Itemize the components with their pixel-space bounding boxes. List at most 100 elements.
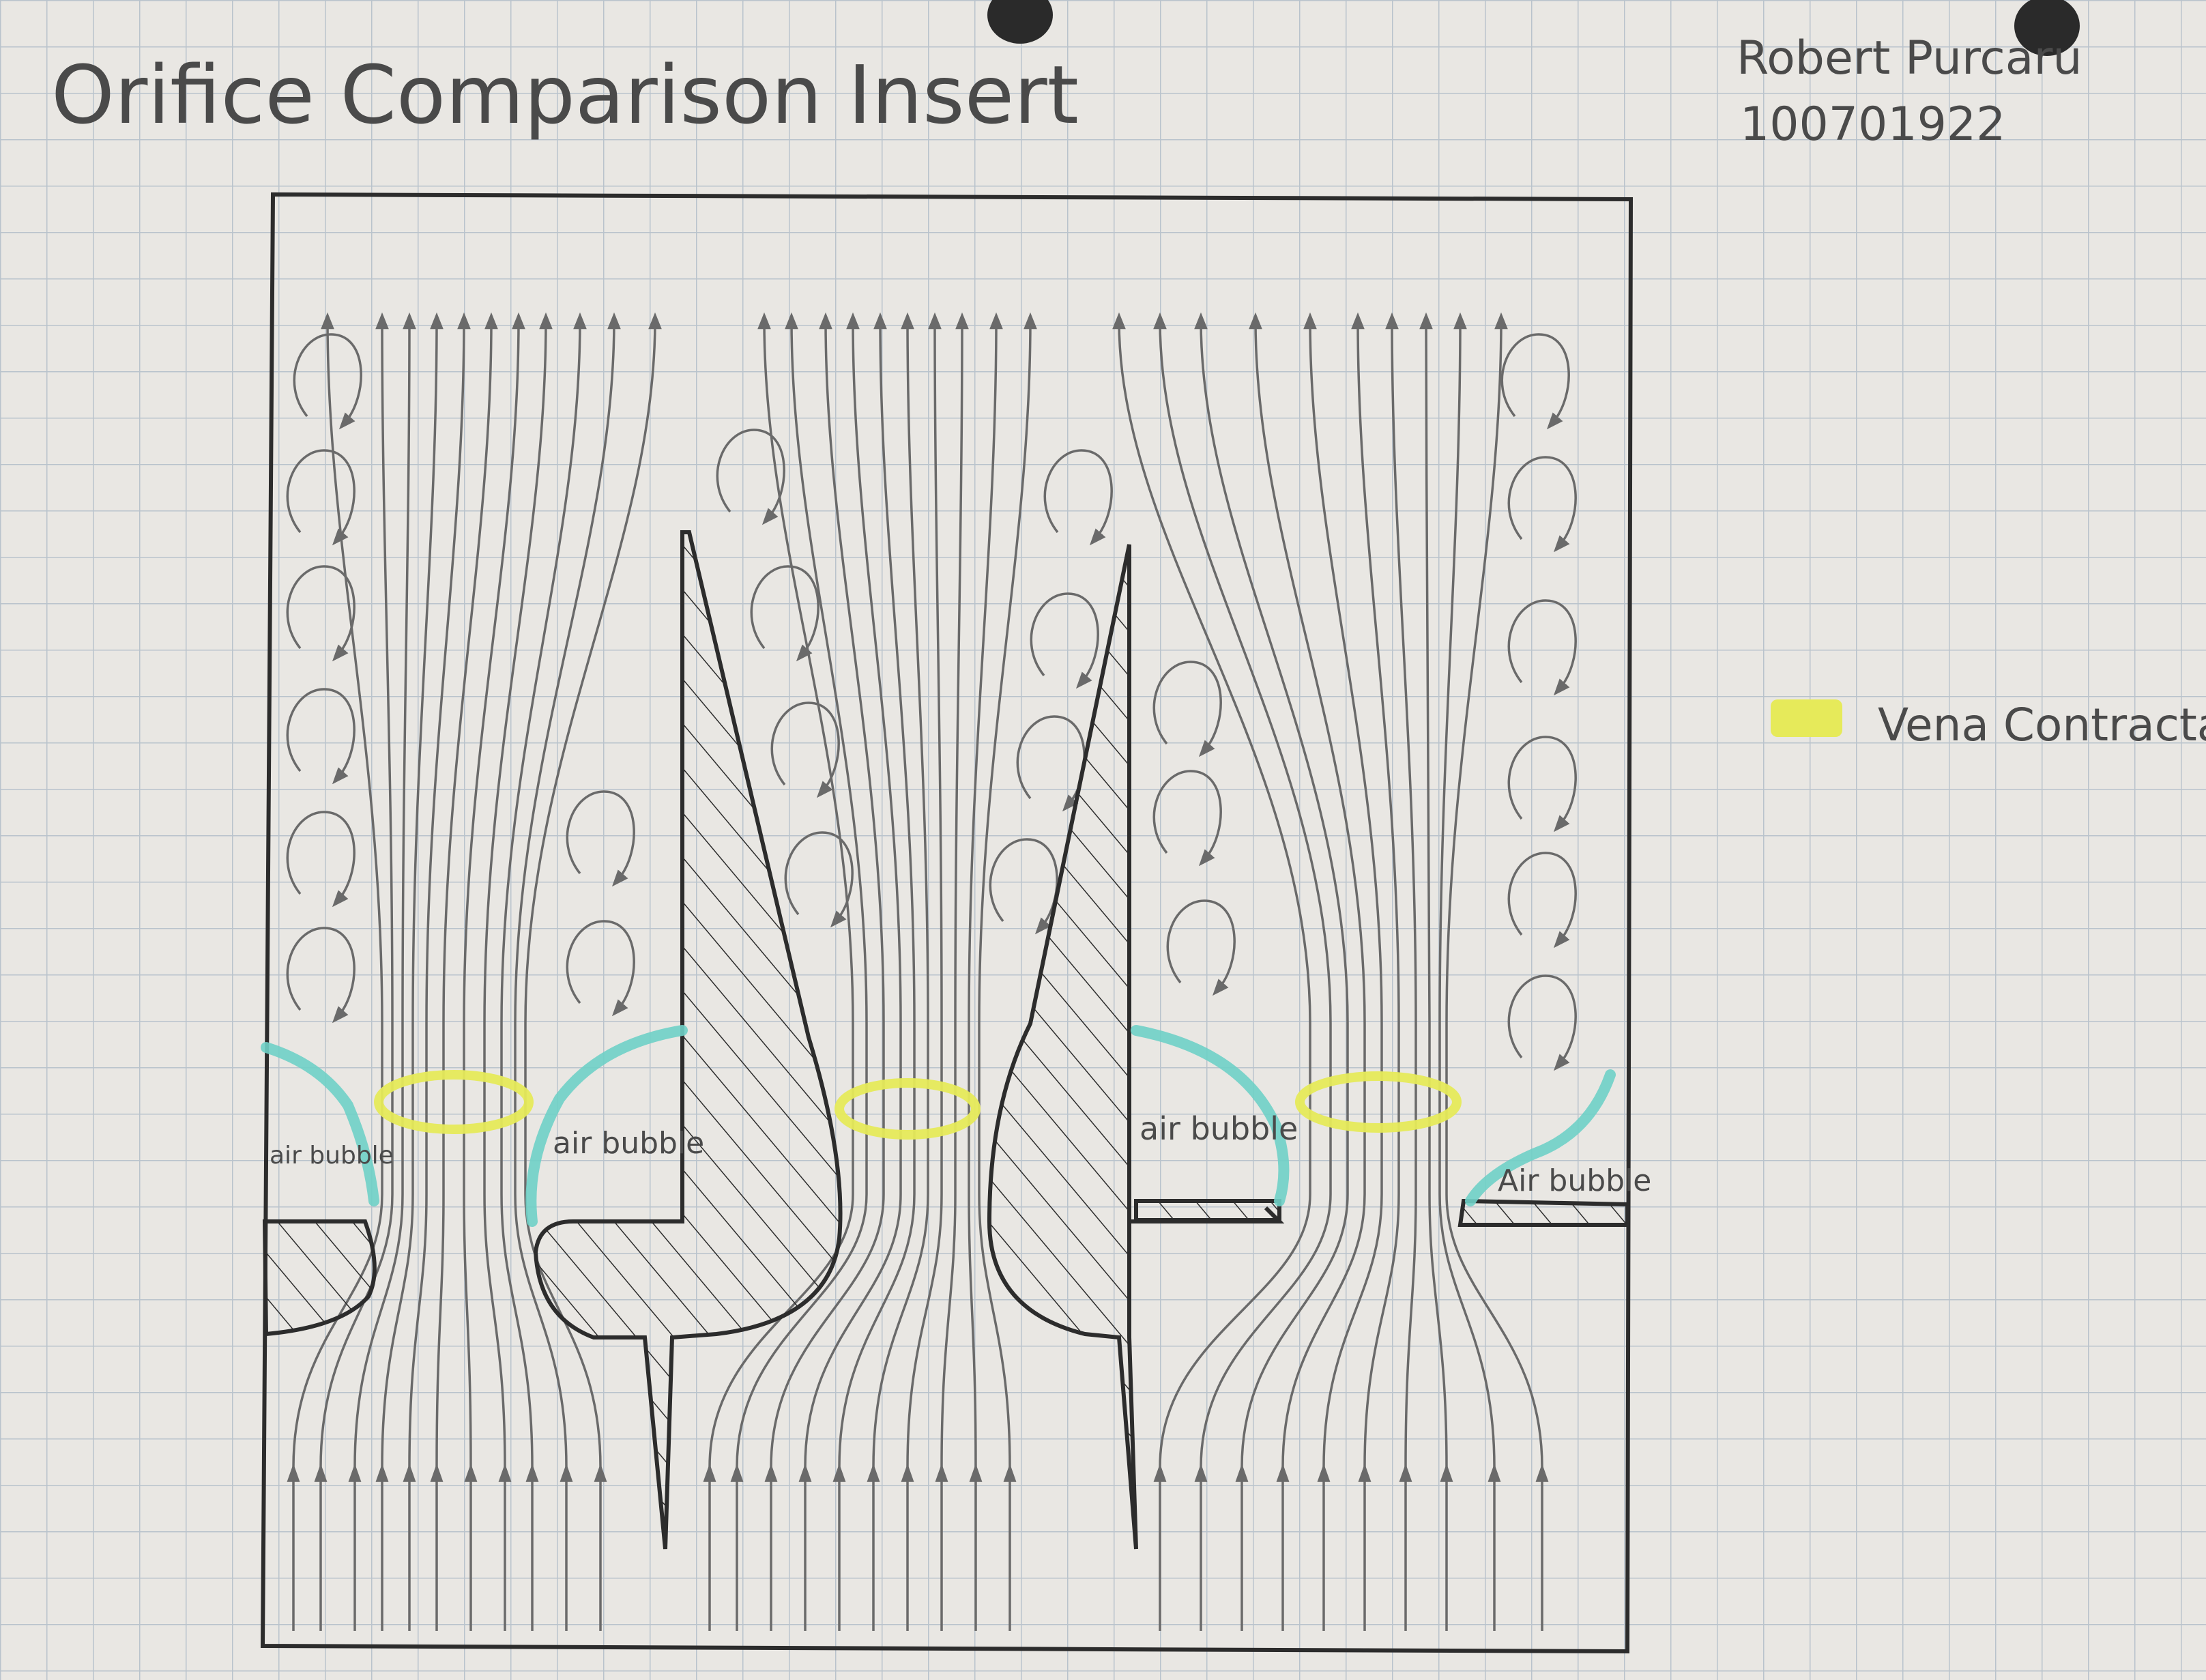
arrowhead-icon xyxy=(1399,1463,1412,1482)
streamline xyxy=(978,312,1037,1631)
arrowhead-icon xyxy=(703,1463,716,1482)
arrowhead-icon xyxy=(375,1463,389,1482)
air-bubble-region-3 xyxy=(1131,1025,1290,1206)
air-bubble-region-4 xyxy=(1465,1069,1616,1206)
eddy-arrow-icon xyxy=(286,688,355,785)
air-bubble-region-1 xyxy=(261,1042,379,1206)
channel-outline xyxy=(260,192,1634,1654)
eddy-arrow-icon xyxy=(566,920,635,1017)
streamline xyxy=(1438,312,1496,1631)
arrowhead-icon xyxy=(1440,1463,1453,1482)
streamline xyxy=(500,312,587,1631)
vena-contracta-ring-2 xyxy=(834,1078,981,1140)
streamline xyxy=(1385,312,1417,1631)
eddy-arrow-icon xyxy=(1152,770,1222,867)
eddy-arrow-icon xyxy=(1152,661,1222,757)
streamline xyxy=(736,312,868,1631)
streamline xyxy=(1445,312,1543,1631)
streamline xyxy=(463,312,525,1631)
eddy-arrow-icon xyxy=(286,449,355,546)
eddy-arrow-icon xyxy=(286,811,355,908)
arrowhead-icon xyxy=(498,1463,512,1482)
arrowhead-icon xyxy=(1235,1463,1249,1482)
eddy-arrow-icon xyxy=(1500,333,1570,430)
streamline xyxy=(708,312,854,1631)
air-bubbles xyxy=(261,1025,1616,1227)
arrowhead-icon xyxy=(464,1463,478,1482)
arrowhead-icon xyxy=(1358,1463,1372,1482)
air-bubble-label-2: air bubble xyxy=(553,1126,704,1161)
eddy-arrow-icon xyxy=(293,333,362,430)
arrowhead-icon xyxy=(1317,1463,1331,1482)
eddy-arrow-icon xyxy=(1166,899,1236,996)
tapered-insert-2 xyxy=(987,544,1285,1550)
streamline xyxy=(514,312,621,1631)
arrowhead-icon xyxy=(1194,1463,1208,1482)
streamline xyxy=(1249,312,1366,1631)
punch-hole-icon xyxy=(2014,0,2080,56)
vena-contracta-rings xyxy=(374,1070,1462,1140)
arrowhead-icon xyxy=(798,1463,812,1482)
streamline xyxy=(1351,312,1400,1631)
arrowhead-icon xyxy=(430,1463,444,1482)
streamline xyxy=(483,312,553,1631)
arrowhead-icon xyxy=(935,1463,948,1482)
legend: Vena Contracta xyxy=(1771,699,2206,751)
arrowhead-icon xyxy=(1003,1463,1017,1482)
arrowhead-icon xyxy=(764,1463,778,1482)
eddy-arrow-icon xyxy=(1030,592,1099,689)
streamlines xyxy=(287,312,1549,1631)
eddy-arrow-icon xyxy=(1507,456,1577,553)
air-bubble-region-2 xyxy=(525,1025,688,1227)
eddy-arrow-icon xyxy=(286,565,355,662)
arrowhead-icon xyxy=(1535,1463,1549,1482)
streamline xyxy=(1153,312,1332,1631)
arrowhead-icon xyxy=(287,1463,300,1482)
arrowhead-icon xyxy=(832,1463,846,1482)
eddy-arrow-icon xyxy=(566,790,635,887)
eddy-arrow-icon xyxy=(716,429,785,525)
streamline xyxy=(319,312,394,1631)
recirculation-eddies xyxy=(286,333,1577,1071)
eddy-arrow-icon xyxy=(1507,852,1577,948)
page-title: Orifice Comparison Insert xyxy=(51,48,1079,142)
eddy-arrow-icon xyxy=(286,927,355,1024)
tapered-insert-1 xyxy=(533,530,843,1550)
arrowhead-icon xyxy=(901,1463,914,1482)
eddy-arrow-icon xyxy=(750,565,819,662)
eddy-arrow-icon xyxy=(784,831,854,928)
streamline xyxy=(1303,312,1383,1631)
orifice-plates xyxy=(262,530,1629,1550)
punch-hole-icon xyxy=(987,0,1053,44)
streamline xyxy=(838,312,916,1631)
arrowhead-icon xyxy=(594,1463,607,1482)
right-wall-plate xyxy=(1457,1198,1629,1227)
arrowhead-icon xyxy=(525,1463,539,1482)
arrowhead-icon xyxy=(560,1463,573,1482)
legend-label: Vena Contracta xyxy=(1878,699,2206,751)
left-wall-plate xyxy=(262,1219,377,1337)
arrowhead-icon xyxy=(969,1463,983,1482)
streamline xyxy=(804,312,902,1631)
air-bubble-label-1: air bubble xyxy=(270,1142,394,1170)
vena-contracta-ring-1 xyxy=(374,1070,534,1134)
streamline xyxy=(524,312,662,1631)
streamline xyxy=(353,312,416,1631)
arrowhead-icon xyxy=(348,1463,362,1482)
arrowhead-icon xyxy=(1153,1463,1167,1482)
eddy-arrow-icon xyxy=(1043,449,1113,546)
eddy-arrow-icon xyxy=(1507,974,1577,1071)
arrowhead-icon xyxy=(403,1463,416,1482)
eddy-arrow-icon xyxy=(1507,736,1577,832)
streamline xyxy=(292,312,383,1631)
author-name: Robert Purcaru xyxy=(1737,31,2082,85)
streamline xyxy=(1112,312,1311,1631)
ledge-plate-2 xyxy=(1134,1199,1281,1222)
streamline xyxy=(940,312,969,1631)
legend-swatch xyxy=(1771,699,1842,737)
streamline xyxy=(1194,312,1349,1631)
student-number: 100701922 xyxy=(1740,98,2005,151)
eddy-arrow-icon xyxy=(1507,599,1577,696)
eddy-arrow-icon xyxy=(770,701,840,798)
streamline xyxy=(968,312,1003,1631)
